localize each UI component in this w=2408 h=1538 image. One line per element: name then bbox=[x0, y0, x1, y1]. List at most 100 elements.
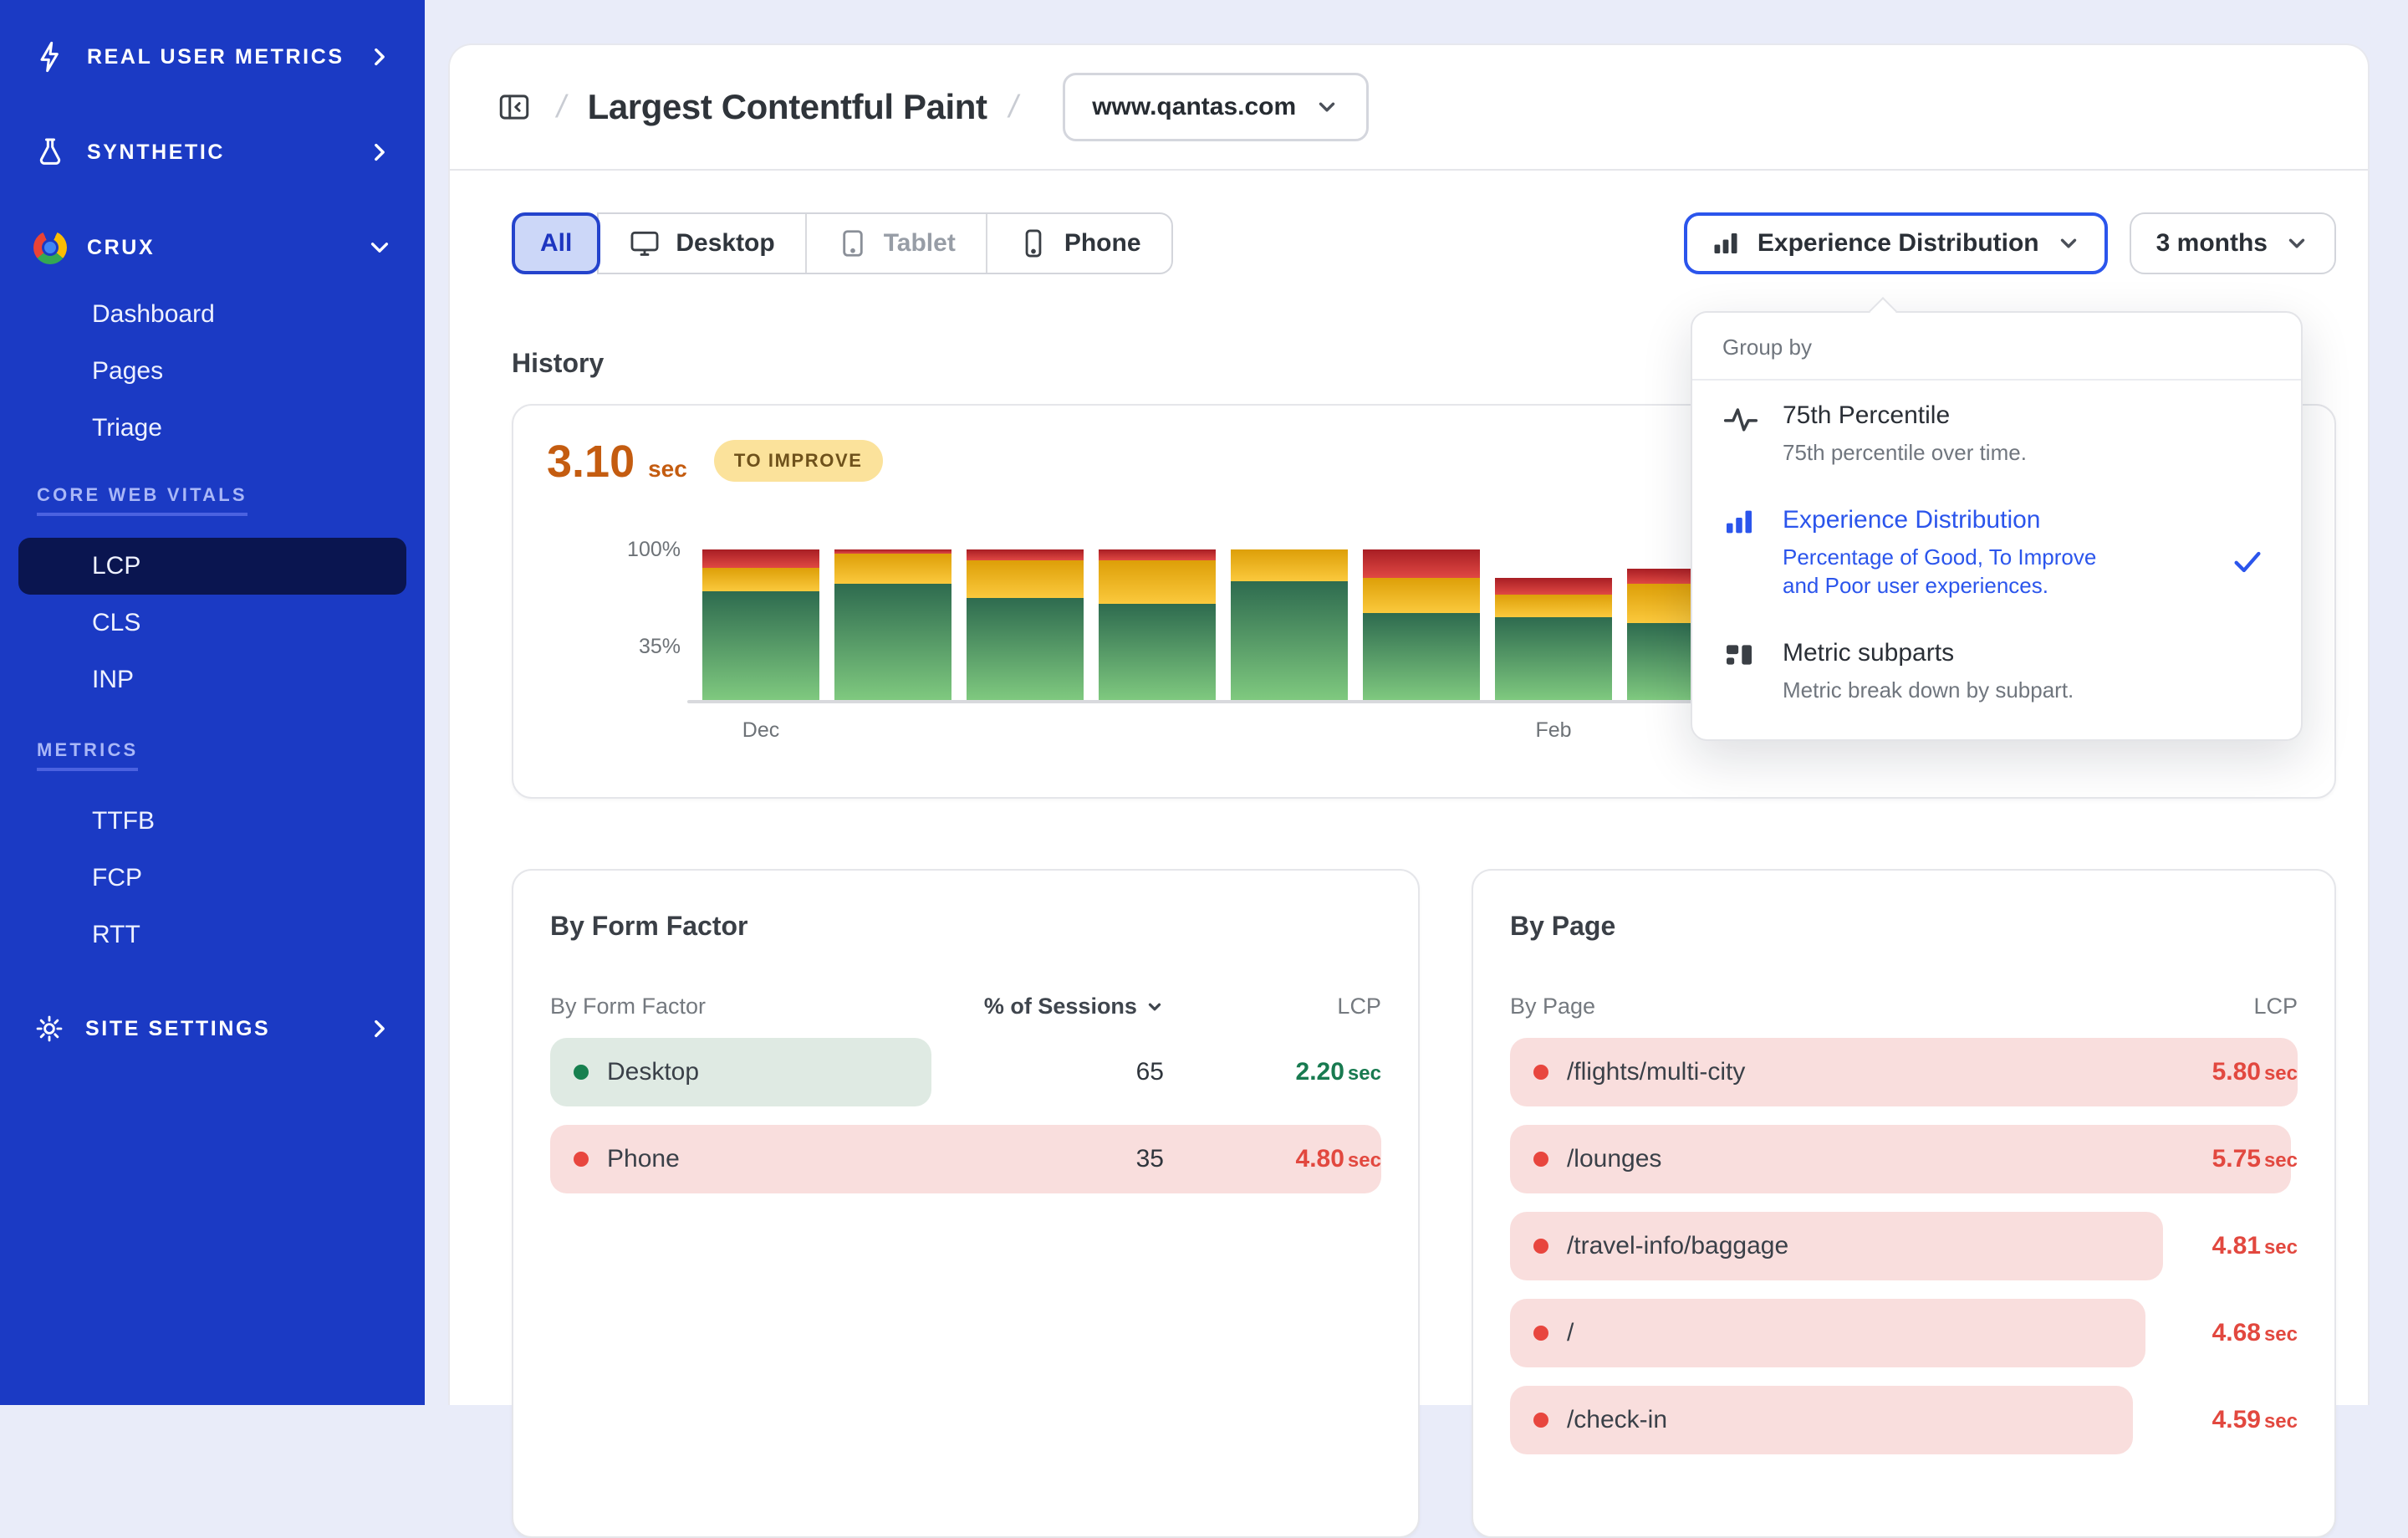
chart-segment bbox=[1099, 560, 1216, 604]
metric-summary: 3.10 sec TO IMPROVE bbox=[547, 436, 2301, 487]
chart-segment bbox=[967, 549, 1084, 560]
table-header: By Page LCP bbox=[1509, 994, 2298, 1019]
section-label-core-web-vitals: CORE WEB VITALS bbox=[37, 477, 425, 516]
chart-segment bbox=[702, 567, 819, 592]
table-row[interactable]: / 4.68 sec bbox=[1509, 1299, 2298, 1367]
chart-segment bbox=[1363, 549, 1480, 579]
device-filter-desktop[interactable]: Desktop bbox=[599, 214, 804, 273]
status-dot bbox=[1533, 1065, 1548, 1080]
chart-bar[interactable] bbox=[834, 549, 951, 700]
chart-segment bbox=[1231, 580, 1348, 700]
group-by-menu: Group by 75th Percentile 75th percentile… bbox=[1691, 297, 2303, 741]
toolbar: All Desktop Tablet Phone Experience Di bbox=[512, 212, 2336, 274]
sidebar-item-dashboard[interactable]: Dashboard bbox=[92, 300, 215, 328]
history-section-title: History bbox=[512, 348, 605, 378]
subparts-icon bbox=[1722, 638, 1763, 704]
domain-select-value: www.qantas.com bbox=[1092, 93, 1297, 120]
chevron-right-icon bbox=[368, 1017, 391, 1040]
chart-segment bbox=[1363, 578, 1480, 613]
sidebar-item-cls[interactable]: CLS bbox=[92, 609, 141, 636]
table-row[interactable]: Desktop 65 2.20 sec bbox=[550, 1038, 1381, 1106]
breadcrumb-separator: / bbox=[557, 89, 566, 125]
sidebar-group-label: REAL USER METRICS bbox=[87, 44, 344, 69]
sidebar-item-inp[interactable]: INP bbox=[92, 666, 135, 693]
sidebar-item-crux[interactable]: CRUX bbox=[0, 214, 425, 281]
flask-icon bbox=[33, 135, 67, 169]
chart-bar[interactable] bbox=[1363, 549, 1480, 701]
sidebar-item-site-settings[interactable]: SITE SETTINGS bbox=[0, 995, 425, 1062]
breadcrumb-separator: / bbox=[1008, 89, 1018, 125]
by-form-factor-card: By Form Factor By Form Factor % of Sessi… bbox=[512, 869, 1420, 1538]
sidebar-item-rtt[interactable]: RTT bbox=[92, 921, 140, 948]
chart-bar[interactable] bbox=[967, 549, 1084, 700]
status-dot bbox=[1533, 1152, 1548, 1167]
chevron-down-icon bbox=[368, 236, 391, 259]
lcp-bar bbox=[1509, 1038, 2298, 1106]
device-filter-tablet[interactable]: Tablet bbox=[804, 214, 986, 273]
date-range-select[interactable]: 3 months bbox=[2129, 212, 2336, 274]
chart-bar[interactable] bbox=[702, 549, 819, 700]
crux-subnav: Dashboard Pages Triage bbox=[0, 286, 425, 457]
group-by-select-value: Experience Distribution bbox=[1757, 229, 2039, 257]
card-title: By Page bbox=[1509, 911, 1616, 941]
domain-select[interactable]: www.qantas.com bbox=[1063, 73, 1370, 141]
table-row[interactable]: /travel-info/baggage 4.81 sec bbox=[1509, 1212, 2298, 1280]
table-row[interactable]: /check-in 4.59 sec bbox=[1509, 1386, 2298, 1454]
sidebar-item-triage[interactable]: Triage bbox=[92, 414, 162, 442]
chart-segment bbox=[1363, 612, 1480, 701]
chart-segment bbox=[834, 554, 951, 585]
lightning-icon bbox=[33, 40, 67, 74]
table-row[interactable]: /flights/multi-city 5.80 sec bbox=[1509, 1038, 2298, 1106]
status-dot bbox=[1533, 1239, 1548, 1254]
chart-bar[interactable] bbox=[1099, 549, 1216, 700]
chart-bars bbox=[702, 549, 1744, 701]
menu-divider bbox=[1692, 379, 2301, 381]
group-by-select[interactable]: Experience Distribution bbox=[1683, 212, 2108, 274]
table-row[interactable]: Phone 35 4.80 sec bbox=[550, 1125, 1381, 1193]
menu-heading: Group by bbox=[1722, 335, 1812, 360]
chart-segment bbox=[834, 584, 951, 700]
sidebar-item-lcp[interactable]: LCP bbox=[18, 538, 406, 595]
sidebar-item-real-user-metrics[interactable]: REAL USER METRICS bbox=[0, 23, 425, 90]
bar-chart-icon bbox=[1722, 505, 1763, 600]
y-axis-tick: 35% bbox=[638, 635, 681, 658]
form-factor-rows: Desktop 65 2.20 sec Phone 35 4.80 sec bbox=[550, 1038, 1381, 1193]
chart-segment bbox=[702, 549, 819, 568]
chart-segment bbox=[1495, 617, 1612, 700]
y-axis-tick: 100% bbox=[627, 538, 681, 561]
menu-item-75th-percentile[interactable]: 75th Percentile 75th percentile over tim… bbox=[1692, 381, 2301, 485]
device-filter-phone[interactable]: Phone bbox=[985, 214, 1171, 273]
page-title: Largest Contentful Paint bbox=[587, 87, 987, 126]
chevron-down-icon bbox=[2288, 238, 2305, 248]
desktop-icon bbox=[630, 231, 659, 256]
table-row[interactable]: /lounges 5.75 sec bbox=[1509, 1125, 2298, 1193]
by-page-card: By Page By Page LCP /flights/multi-city … bbox=[1471, 869, 2336, 1538]
device-filter-all[interactable]: All bbox=[512, 212, 601, 274]
chart-segment bbox=[1099, 549, 1216, 560]
chart-segment bbox=[1099, 603, 1216, 700]
chart-bar[interactable] bbox=[1495, 578, 1612, 700]
status-dot bbox=[1533, 1326, 1548, 1341]
pulse-icon bbox=[1722, 401, 1763, 467]
x-axis-line bbox=[687, 700, 2294, 703]
sidebar-item-pages[interactable]: Pages bbox=[92, 357, 164, 385]
lcp-current-unit: sec bbox=[648, 456, 687, 482]
x-axis-label: Feb bbox=[1535, 718, 1572, 742]
sidebar-collapse-icon[interactable] bbox=[493, 86, 535, 128]
page-header: / Largest Contentful Paint / www.qantas.… bbox=[450, 45, 2368, 171]
chart-segment bbox=[967, 597, 1084, 700]
menu-item-metric-subparts[interactable]: Metric subparts Metric break down by sub… bbox=[1692, 618, 2301, 723]
chart-segment bbox=[1231, 549, 1348, 581]
menu-item-experience-distribution[interactable]: Experience Distribution Percentage of Go… bbox=[1692, 485, 2301, 618]
sort-column-sessions[interactable]: % of Sessions bbox=[946, 994, 1164, 1019]
x-axis-labels: Dec Feb bbox=[702, 718, 2301, 745]
lcp-bar bbox=[1509, 1212, 2164, 1280]
chevron-right-icon bbox=[368, 141, 391, 164]
sidebar-item-ttfb[interactable]: TTFB bbox=[92, 807, 155, 835]
chevron-right-icon bbox=[368, 45, 391, 69]
chart-bar[interactable] bbox=[1231, 549, 1348, 700]
lcp-bar bbox=[550, 1038, 931, 1106]
sidebar-item-fcp[interactable]: FCP bbox=[92, 864, 142, 892]
sidebar-item-synthetic[interactable]: SYNTHETIC bbox=[0, 119, 425, 186]
chart-segment bbox=[702, 591, 819, 700]
